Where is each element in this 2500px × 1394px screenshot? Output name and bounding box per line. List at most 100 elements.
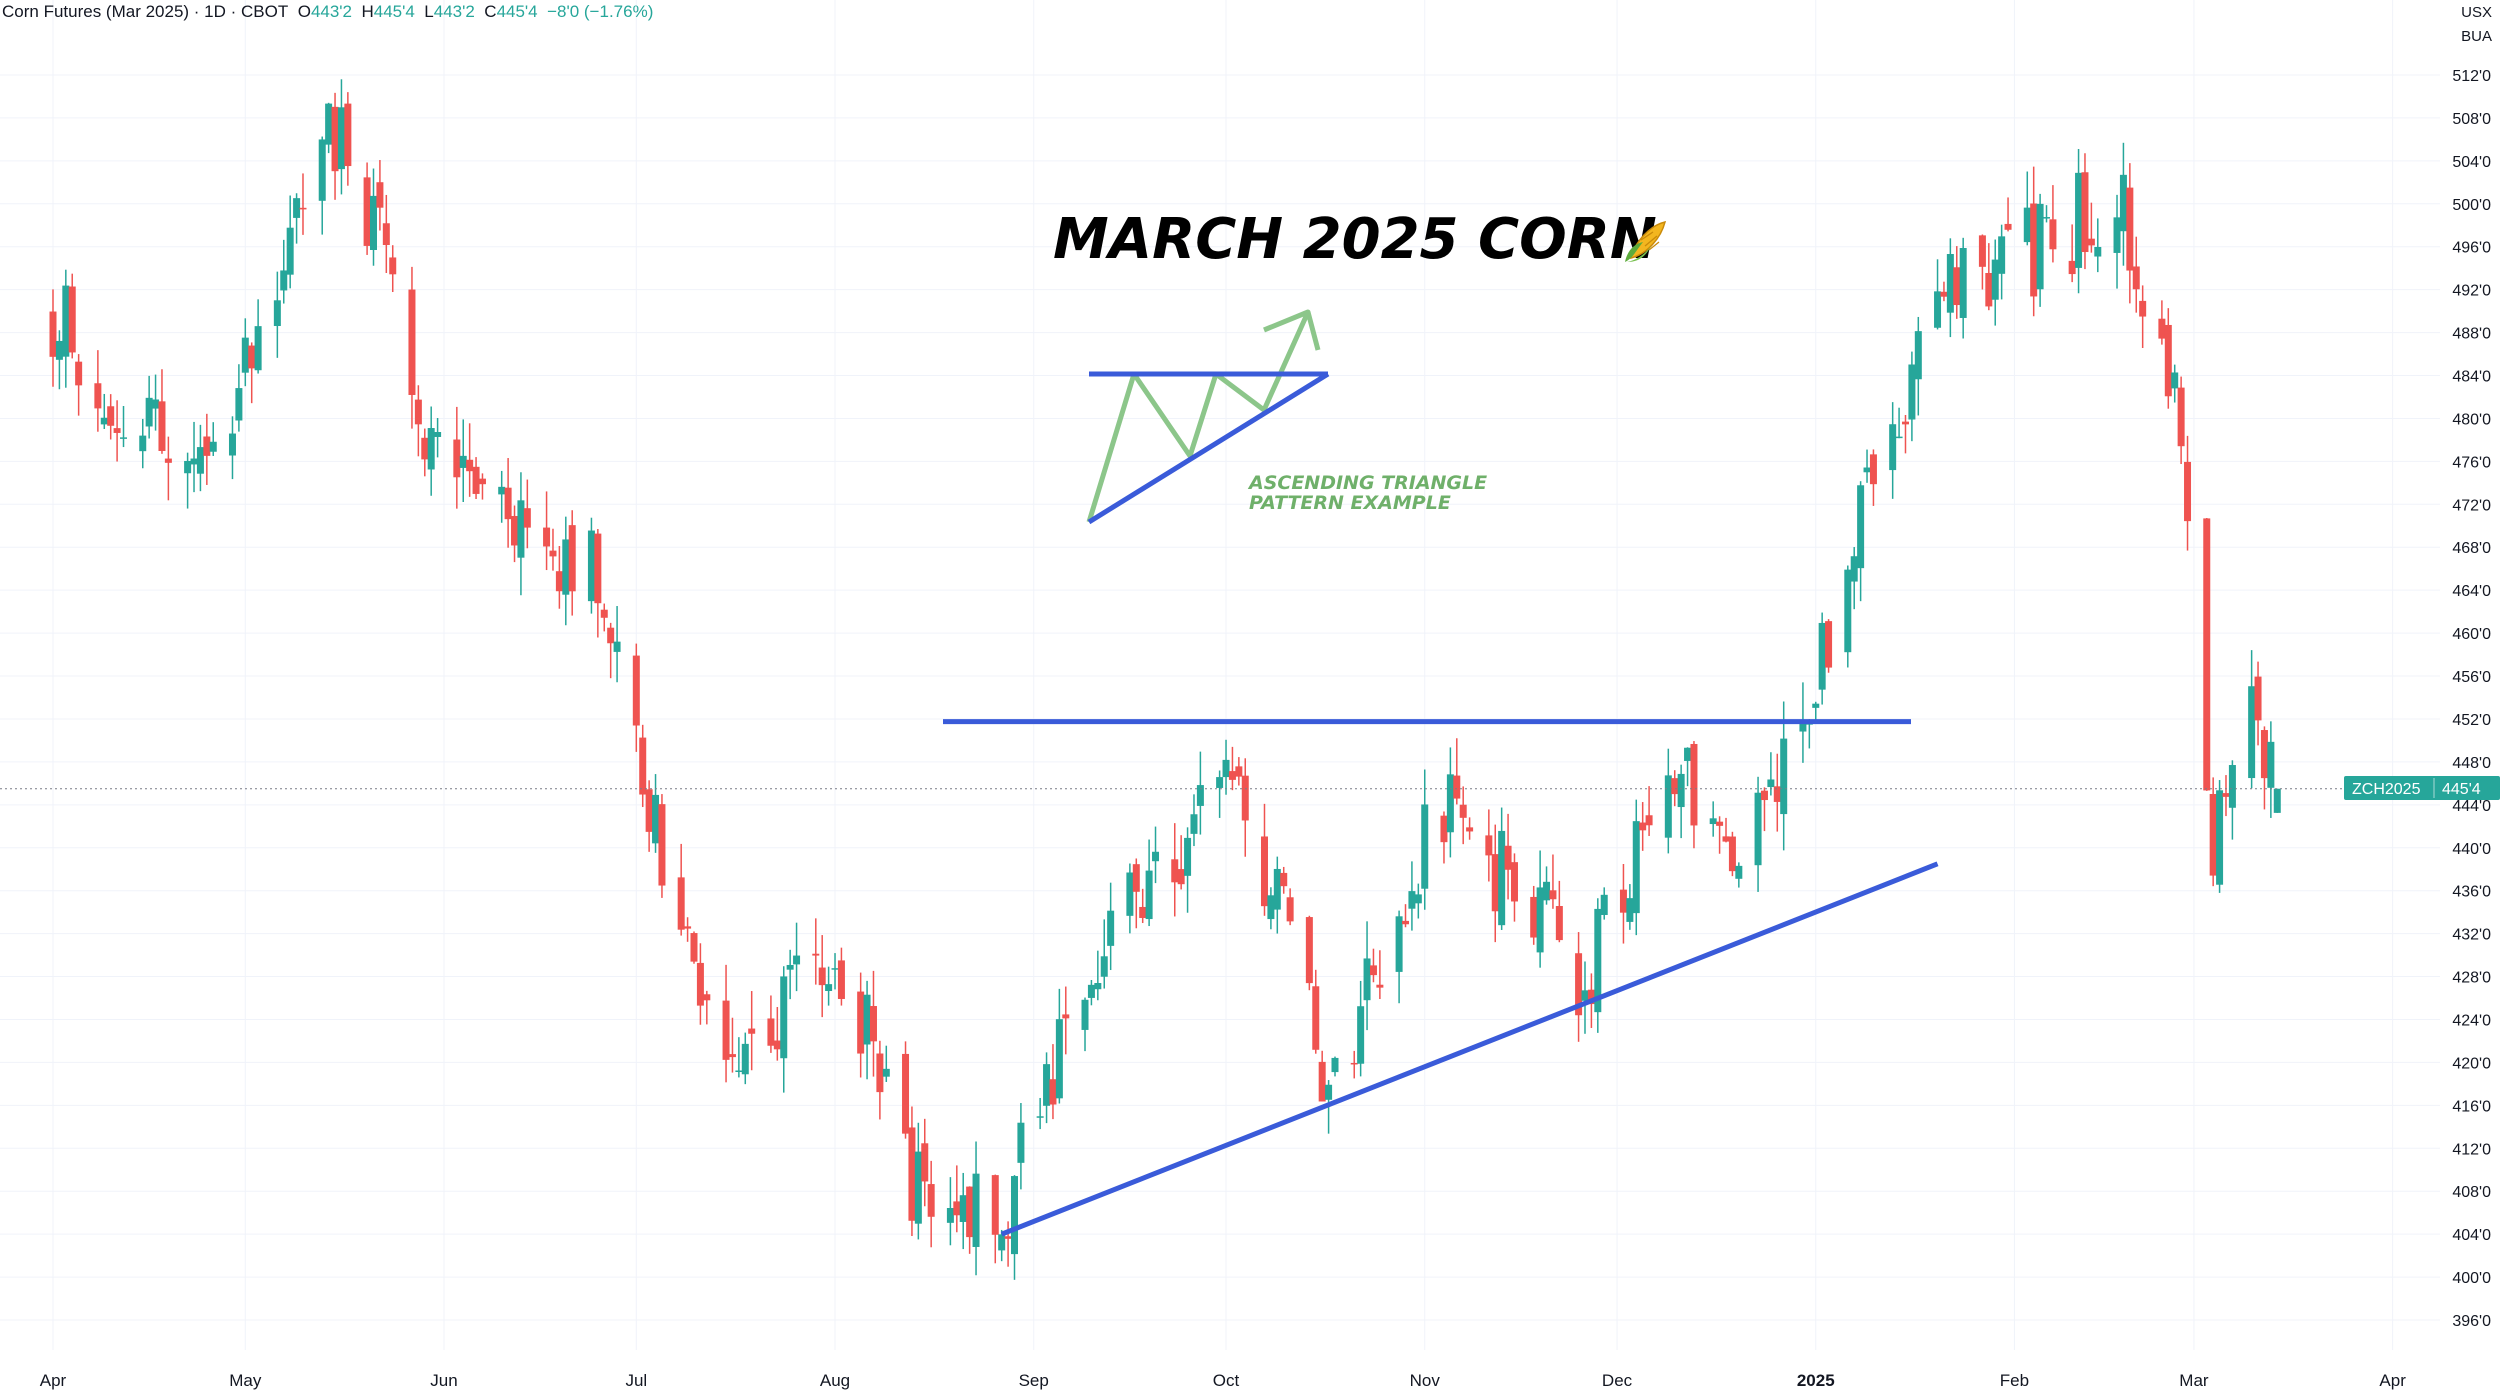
y-tick-label: 436'0 (2452, 884, 2491, 901)
candle-body (1709, 818, 1717, 825)
pattern-note-line2: PATTERN EXAMPLE (1249, 492, 1451, 514)
candle-body (453, 439, 461, 478)
candle-body (120, 437, 128, 439)
candle-body (1369, 965, 1377, 976)
price-badge-value: 445'4 (2442, 781, 2481, 798)
candle-body (190, 458, 198, 465)
candle-body (1100, 956, 1108, 977)
candle-body (184, 460, 192, 474)
candle-body (49, 311, 57, 357)
candle-body (1126, 872, 1134, 916)
candle-body (562, 539, 570, 595)
candle-body (113, 428, 121, 433)
candle-body (1049, 1079, 1057, 1105)
candle-body (1498, 830, 1506, 926)
high-value: 445'4 (373, 2, 415, 21)
x-tick-label: Nov (1410, 1371, 1441, 1390)
candle-body (1402, 920, 1410, 925)
candle-body (2049, 219, 2057, 250)
y-tick-label: 420'0 (2452, 1055, 2491, 1072)
candle-body (209, 441, 217, 452)
candle-body (645, 789, 653, 832)
candle-body (107, 406, 115, 426)
x-tick-label: May (229, 1371, 262, 1390)
candle-body (325, 103, 333, 145)
price-axis[interactable]: 396'0 400'0 404'0 408'0 412'0 416'0 420'0 424'0… (2452, 68, 2491, 1330)
candle-body (2030, 203, 2038, 297)
candle-body (2087, 238, 2095, 246)
candle-body (722, 1000, 730, 1060)
candle-body (1946, 254, 1954, 313)
candle-body (94, 383, 102, 409)
price-badge (2344, 776, 2500, 800)
candle-body (196, 447, 204, 474)
support-trendline[interactable] (1000, 861, 1939, 1237)
candle-body (1632, 821, 1640, 914)
candle-body (1485, 835, 1493, 856)
candle-body (2004, 223, 2012, 230)
candle-body (1312, 986, 1320, 1050)
symbol-description[interactable]: Corn Futures (Mar 2025) · 1D · CBOT (2, 2, 289, 21)
candle-body (1216, 777, 1224, 788)
candle-body (1459, 804, 1467, 818)
candle-body (472, 466, 480, 494)
candle-body (1491, 854, 1499, 912)
candle-body (1132, 864, 1140, 892)
y-tick-label: 492'0 (2452, 283, 2491, 300)
candle-body (1190, 814, 1198, 834)
candle-body (1408, 891, 1416, 909)
candle-body (2113, 217, 2121, 253)
candle-body (235, 388, 243, 421)
candle-body (1889, 424, 1897, 471)
candle-body (1421, 804, 1429, 889)
y-tick-label: 464'0 (2452, 583, 2491, 600)
candle-body (831, 968, 839, 970)
candle-body (1735, 865, 1743, 879)
currency-label[interactable]: USX BUA (2461, 2, 2492, 50)
x-tick-label: Jun (430, 1371, 457, 1390)
candle-body (953, 1201, 961, 1216)
time-axis[interactable]: Apr May Jun Jul Aug Sep Oct Nov Dec 2025 Feb Mar Apr (40, 1371, 2406, 1390)
candle-body (1722, 836, 1730, 842)
chart-title: MARCH 2025 CORN (1053, 207, 1657, 272)
x-tick-label: Jul (625, 1371, 647, 1390)
y-tick-label: 404'0 (2452, 1227, 2491, 1244)
candle-body (1273, 868, 1281, 910)
candle-body (1357, 1006, 1365, 1064)
candle-body (2043, 217, 2051, 219)
candle-body (382, 223, 390, 246)
candle-body (2081, 172, 2089, 253)
candle-body (1799, 719, 1807, 732)
candle-body (75, 361, 83, 386)
candle-body (1825, 621, 1833, 668)
candle-body (1645, 815, 1653, 826)
candle-body (652, 794, 660, 844)
candle-body (735, 1070, 743, 1072)
y-tick-label: 400'0 (2452, 1270, 2491, 1287)
candle-body (594, 533, 602, 604)
candle-body (498, 486, 506, 495)
y-tick-label: 480'0 (2452, 411, 2491, 428)
candle-body (1228, 771, 1236, 780)
candle-body (1446, 774, 1454, 833)
y-tick-label: 472'0 (2452, 497, 2491, 514)
close-value: 445'4 (496, 2, 538, 21)
candle-body (1453, 775, 1461, 799)
candle-body (1184, 837, 1192, 876)
x-tick-label: Apr (2379, 1371, 2406, 1390)
candle-body (1690, 743, 1698, 826)
candle-body (1267, 895, 1275, 920)
candle-body (869, 1006, 877, 1042)
candle-body (1241, 775, 1249, 821)
candle-body (280, 270, 288, 291)
x-tick-label: Dec (1602, 1371, 1633, 1390)
x-tick-label: Aug (820, 1371, 850, 1390)
corn-icon (1625, 220, 1667, 262)
candle-body (344, 103, 352, 167)
candle-body (1318, 1061, 1326, 1102)
candle-body (1331, 1057, 1339, 1073)
candle-body (587, 530, 595, 602)
candle-body (1395, 916, 1403, 972)
candle-body (1985, 272, 1993, 307)
